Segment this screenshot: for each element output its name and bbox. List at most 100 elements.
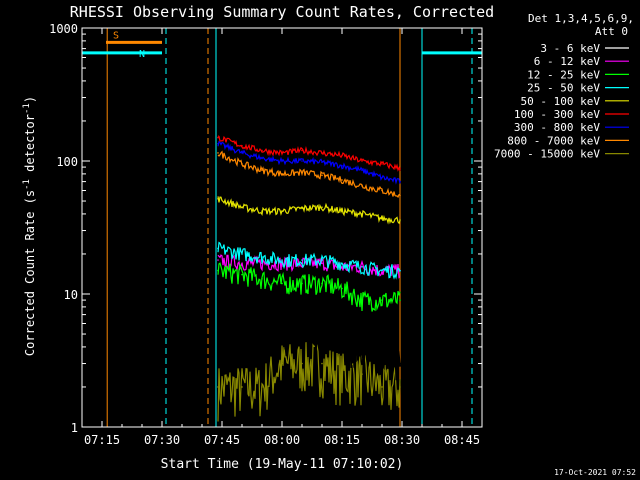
- data-point: [261, 157, 263, 159]
- data-point: [217, 313, 219, 316]
- data-point: [217, 247, 219, 250]
- data-point: [341, 154, 343, 157]
- data-point: [321, 333, 323, 335]
- data-point: [361, 185, 363, 187]
- data-point: [381, 176, 383, 179]
- data-point: [217, 152, 219, 154]
- data-point: [381, 269, 383, 272]
- data-point: [399, 167, 401, 170]
- data-point: [261, 256, 263, 258]
- series-7000-15000-kev: [217, 342, 401, 422]
- data-point: [301, 207, 303, 210]
- data-point: [321, 152, 323, 154]
- legend-entry: 12 - 25 keV: [527, 68, 629, 81]
- data-point: [261, 210, 263, 212]
- data-point: [341, 210, 343, 212]
- data-point: [399, 299, 401, 301]
- data-point: [381, 189, 383, 192]
- data-point: [281, 160, 283, 162]
- data-point: [381, 353, 383, 356]
- y-tick-label: 10: [64, 288, 78, 302]
- data-point: [241, 163, 243, 165]
- legend-label: 6 - 12 keV: [534, 55, 601, 68]
- x-tick-label: 08:00: [264, 433, 300, 447]
- series-100-300-kev: [217, 135, 401, 172]
- data-point: [399, 194, 401, 197]
- x-tick-label: 07:15: [84, 433, 120, 447]
- data-point: [217, 197, 219, 200]
- data-point: [321, 174, 323, 177]
- data-point: [341, 266, 343, 268]
- series-line: [217, 150, 401, 199]
- data-point: [241, 386, 243, 388]
- legend-entry: 25 - 50 keV: [527, 82, 629, 95]
- data-point: [361, 169, 363, 172]
- legend-entry: 7000 - 15000 keV: [494, 148, 629, 161]
- legend-entry: 300 - 800 keV: [514, 121, 629, 134]
- series-800-7000-kev: [217, 150, 401, 199]
- legend-label: 100 - 300 keV: [514, 108, 600, 121]
- data-point: [301, 327, 303, 330]
- series-line: [217, 241, 401, 280]
- data-point: [281, 282, 283, 285]
- data-point: [321, 282, 323, 285]
- series-300-800-kev: [217, 140, 401, 185]
- series-line: [217, 342, 401, 422]
- data-point: [241, 273, 243, 276]
- data-point: [261, 386, 263, 388]
- data-point: [217, 136, 219, 139]
- series-line: [217, 298, 401, 381]
- data-point: [281, 259, 283, 261]
- data-point: [241, 206, 243, 208]
- series-3-6-kev: [217, 298, 401, 381]
- data-point: [341, 262, 343, 265]
- y-axis-label-main: Corrected Count Rate (s: [23, 190, 37, 356]
- data-point: [281, 210, 283, 212]
- legend-header-1: Det 1,3,4,5,6,9,: [528, 12, 634, 25]
- data-point: [399, 386, 401, 388]
- y-axis-label-end: ): [23, 96, 37, 103]
- data-point: [341, 339, 343, 341]
- data-point: [361, 213, 363, 215]
- data-point: [381, 386, 383, 388]
- series-50-100-kev: [217, 196, 401, 225]
- data-point: [281, 322, 283, 325]
- data-point: [341, 373, 343, 375]
- y-tick-label: 100: [56, 155, 78, 169]
- data-point: [217, 386, 219, 388]
- data-point: [301, 171, 303, 174]
- series-line: [217, 196, 401, 225]
- data-point: [321, 206, 323, 208]
- data-point: [381, 217, 383, 220]
- data-point: [261, 149, 263, 152]
- legend-entry: 6 - 12 keV: [534, 55, 629, 68]
- legend-entry: 3 - 6 keV: [540, 42, 629, 55]
- data-point: [241, 145, 243, 147]
- data-point: [381, 163, 383, 165]
- legend-label: 25 - 50 keV: [527, 82, 600, 95]
- legend-label: 50 - 100 keV: [521, 95, 601, 108]
- data-point: [301, 259, 303, 261]
- y-tick-label: 1000: [49, 22, 78, 36]
- data-point: [301, 282, 303, 285]
- x-tick-label: 07:30: [144, 433, 180, 447]
- y-axis-label-mid: detector: [23, 114, 37, 179]
- data-point: [399, 362, 401, 365]
- footer-timestamp: 17-Oct-2021 07:52: [554, 468, 636, 477]
- axes-layer: 07:15 07:30 07:45 08:00 08:15 08:30 08:45 1 10 10…: [49, 22, 483, 447]
- data-point: [381, 299, 383, 301]
- data-point: [261, 169, 263, 172]
- y-axis-label-sup1: -1: [22, 179, 32, 190]
- data-point: [321, 259, 323, 261]
- series-line: [217, 262, 401, 312]
- legend-label: 3 - 6 keV: [540, 42, 600, 55]
- legend-entry: 100 - 300 keV: [514, 108, 629, 121]
- data-point: [261, 322, 263, 325]
- legend-label: 300 - 800 keV: [514, 121, 600, 134]
- data-point: [241, 253, 243, 255]
- data-point: [321, 161, 323, 163]
- data-point: [361, 299, 363, 301]
- flag-label-n: N: [139, 49, 145, 60]
- x-axis-label: Start Time (19-May-11 07:10:02): [161, 457, 404, 472]
